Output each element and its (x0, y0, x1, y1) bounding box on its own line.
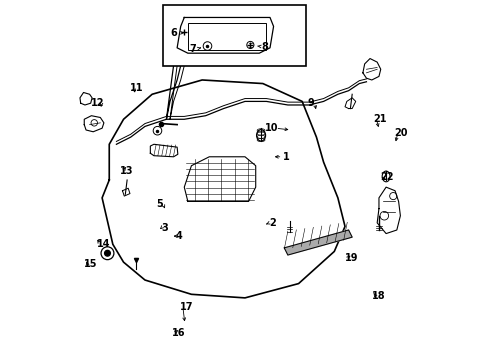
Text: 15: 15 (84, 258, 98, 269)
Text: 3: 3 (161, 223, 168, 233)
Text: 4: 4 (175, 231, 182, 241)
Text: 2: 2 (270, 218, 276, 228)
Text: 17: 17 (180, 302, 193, 312)
Text: 12: 12 (91, 98, 104, 108)
Text: 1: 1 (283, 152, 290, 162)
Text: 19: 19 (344, 253, 358, 263)
Text: 7: 7 (190, 44, 196, 54)
Text: 21: 21 (373, 114, 387, 124)
Circle shape (104, 250, 110, 256)
Text: 5: 5 (156, 199, 163, 209)
Text: 16: 16 (172, 328, 185, 338)
Text: 22: 22 (380, 172, 394, 182)
Bar (163, 5, 306, 66)
Text: 11: 11 (130, 83, 144, 93)
Text: 14: 14 (97, 239, 111, 249)
Polygon shape (284, 230, 352, 255)
Text: 13: 13 (120, 166, 133, 176)
Text: 18: 18 (372, 291, 386, 301)
Bar (188, 23, 267, 50)
Text: 9: 9 (308, 98, 315, 108)
Text: 20: 20 (395, 128, 408, 138)
Text: 10: 10 (265, 123, 278, 133)
Text: 8: 8 (261, 42, 268, 52)
Text: 6: 6 (170, 28, 177, 38)
